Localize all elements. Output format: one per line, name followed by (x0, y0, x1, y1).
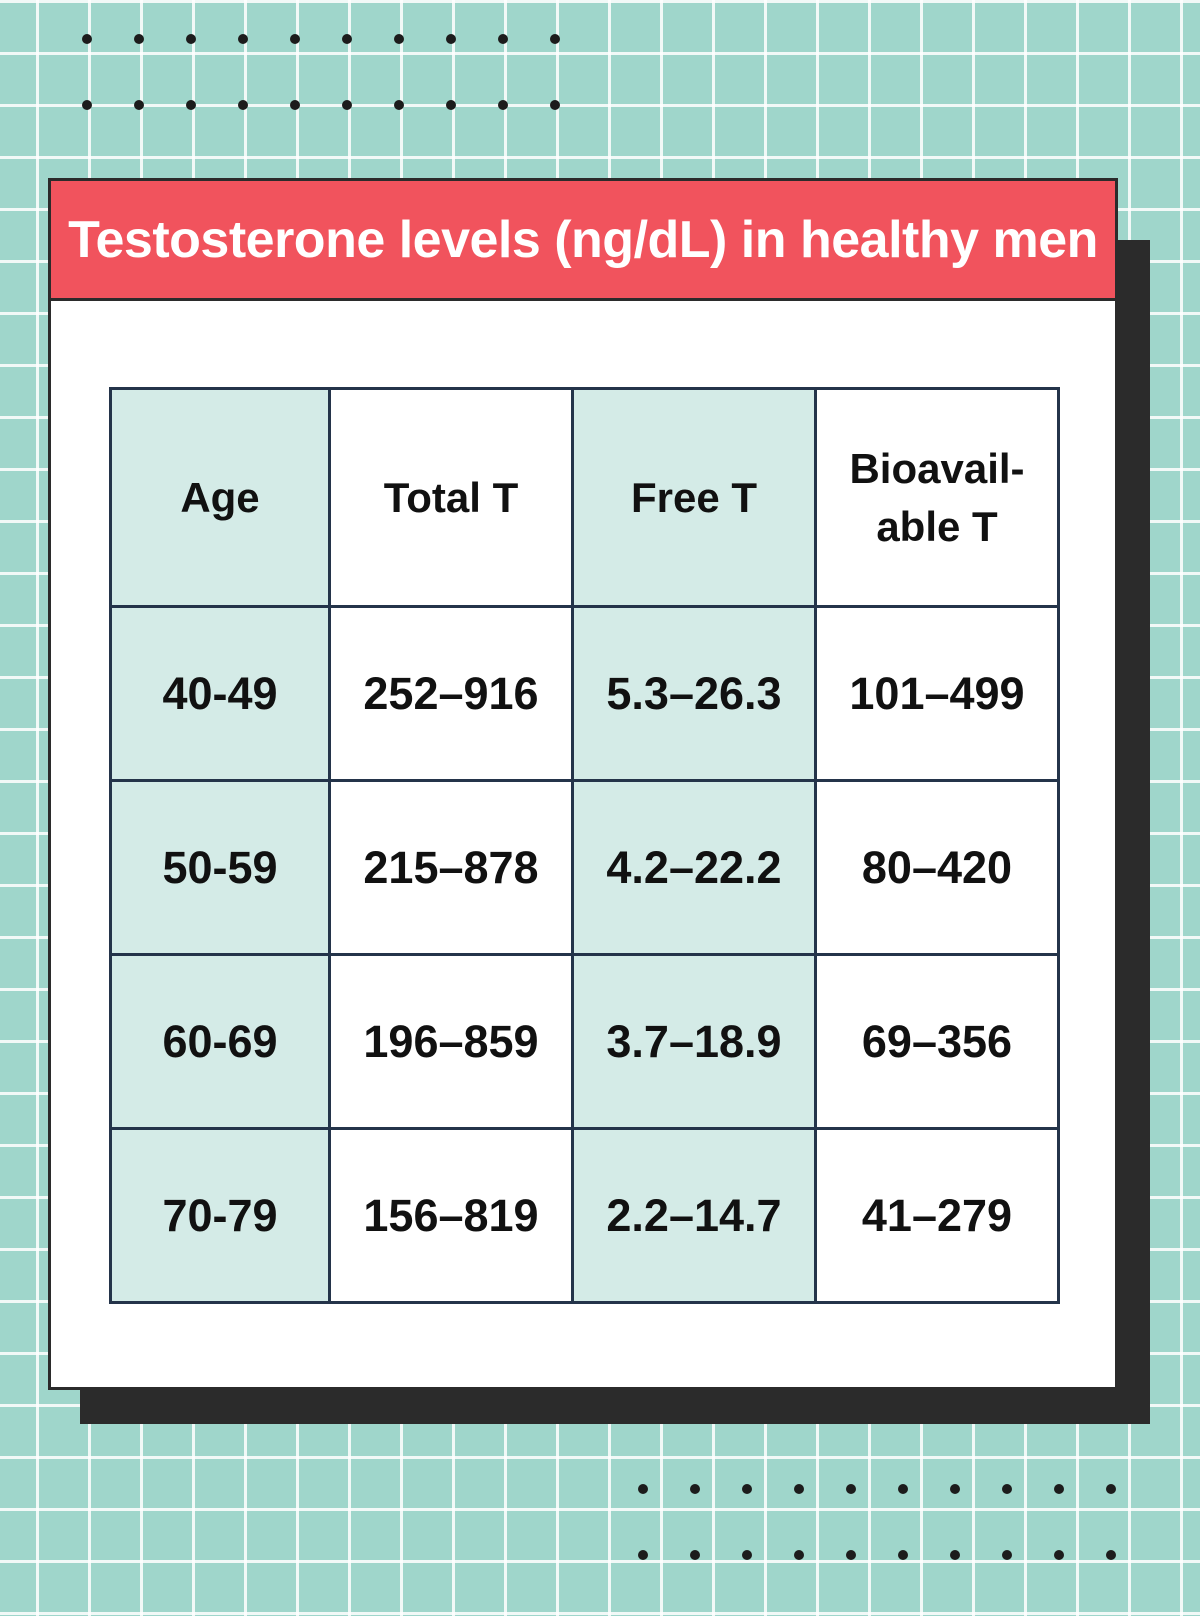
dot (342, 34, 352, 44)
dot (794, 1484, 804, 1494)
dot (1054, 1484, 1064, 1494)
dot (550, 100, 560, 110)
page-title: Testosterone levels (ng/dL) in healthy m… (68, 210, 1098, 269)
table-row: 40-49 252–916 5.3–26.3 101–499 (109, 605, 1060, 782)
dot (238, 100, 248, 110)
dot (342, 100, 352, 110)
table-row: 60-69 196–859 3.7–18.9 69–356 (109, 953, 1060, 1130)
info-card: Testosterone levels (ng/dL) in healthy m… (48, 178, 1118, 1390)
dot (1106, 1550, 1116, 1560)
dot (950, 1550, 960, 1560)
dot (898, 1550, 908, 1560)
dot (290, 34, 300, 44)
dot (394, 34, 404, 44)
dot (82, 100, 92, 110)
dot (498, 100, 508, 110)
dot (134, 100, 144, 110)
dot (238, 34, 248, 44)
dot (690, 1484, 700, 1494)
header-free-t: Free T (571, 387, 817, 608)
cell-bioavailable-t: 101–499 (814, 605, 1060, 782)
cell-total-t: 196–859 (328, 953, 574, 1130)
dot (1106, 1484, 1116, 1494)
cell-free-t: 5.3–26.3 (571, 605, 817, 782)
cell-total-t: 252–916 (328, 605, 574, 782)
dot (1054, 1550, 1064, 1560)
header-bioavailable-t: Bioavail- able T (814, 387, 1060, 608)
cell-bioavailable-t: 69–356 (814, 953, 1060, 1130)
cell-age: 40-49 (109, 605, 331, 782)
testosterone-table: Age Total T Free T Bioavail- able T 40-4… (109, 387, 1060, 1304)
cell-age: 50-59 (109, 779, 331, 956)
dot (638, 1550, 648, 1560)
dot (446, 34, 456, 44)
cell-total-t: 156–819 (328, 1127, 574, 1304)
dot (186, 100, 196, 110)
cell-free-t: 2.2–14.7 (571, 1127, 817, 1304)
header-total-t: Total T (328, 387, 574, 608)
dot (290, 100, 300, 110)
cell-total-t: 215–878 (328, 779, 574, 956)
dot (1002, 1484, 1012, 1494)
card-header: Testosterone levels (ng/dL) in healthy m… (51, 181, 1115, 301)
cell-age: 60-69 (109, 953, 331, 1130)
dot (898, 1484, 908, 1494)
dot (638, 1484, 648, 1494)
dot (186, 34, 196, 44)
dot (446, 100, 456, 110)
dot (950, 1484, 960, 1494)
dot (742, 1484, 752, 1494)
dot (742, 1550, 752, 1560)
dot (846, 1550, 856, 1560)
dot (394, 100, 404, 110)
dot (794, 1550, 804, 1560)
decorative-dots-bottom (638, 1484, 1158, 1616)
cell-age: 70-79 (109, 1127, 331, 1304)
table-row: 50-59 215–878 4.2–22.2 80–420 (109, 779, 1060, 956)
dot (550, 34, 560, 44)
dot (134, 34, 144, 44)
cell-bioavailable-t: 41–279 (814, 1127, 1060, 1304)
cell-bioavailable-t: 80–420 (814, 779, 1060, 956)
decorative-dots-top (82, 34, 602, 166)
dot (846, 1484, 856, 1494)
header-age: Age (109, 387, 331, 608)
dot (498, 34, 508, 44)
cell-free-t: 3.7–18.9 (571, 953, 817, 1130)
dot (690, 1550, 700, 1560)
table-row: 70-79 156–819 2.2–14.7 41–279 (109, 1127, 1060, 1304)
cell-free-t: 4.2–22.2 (571, 779, 817, 956)
dot (82, 34, 92, 44)
dot (1002, 1550, 1012, 1560)
table-header-row: Age Total T Free T Bioavail- able T (109, 387, 1060, 608)
